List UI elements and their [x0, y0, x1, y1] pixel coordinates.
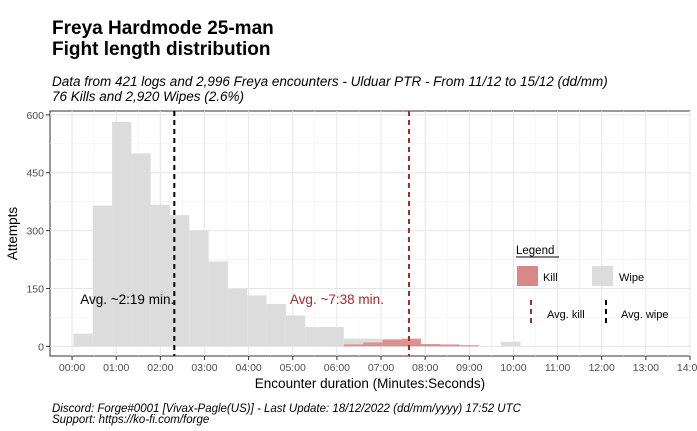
wipe-bar — [112, 121, 132, 347]
y-tick-label: 600 — [26, 110, 44, 122]
y-tick-label: 150 — [26, 283, 44, 295]
wipe-bar — [131, 153, 151, 347]
x-tick-label: 11:00 — [545, 362, 571, 374]
wipe-bar — [363, 338, 383, 347]
x-tick-label: 02:00 — [147, 362, 173, 374]
kill-bar — [421, 344, 441, 347]
x-tick-label: 07:00 — [368, 362, 394, 374]
kill-bar — [401, 338, 422, 347]
legend-kill-label: Kill — [543, 272, 558, 284]
y-tick-label: 0 — [38, 341, 44, 353]
legend-kill-key — [517, 266, 538, 286]
wipe-bar — [343, 338, 364, 347]
chart-title-line1: Freya Hardmode 25-man — [52, 18, 274, 39]
chart-subtitle-line1: Data from 421 logs and 2,996 Freya encou… — [52, 74, 608, 89]
x-tick-label: 08:00 — [412, 362, 438, 374]
caption-line2: Support: https://ko-fi.com/forge — [52, 414, 210, 426]
wipe-bar — [189, 230, 209, 347]
wipe-bar — [305, 327, 325, 347]
y-tick-label: 450 — [26, 168, 44, 180]
wipe-bar — [208, 261, 228, 347]
legend-wipe-label: Wipe — [619, 272, 644, 284]
x-tick-label: 04:00 — [235, 362, 261, 374]
x-tick-label: 13:00 — [633, 362, 659, 374]
wipe-bar — [227, 288, 248, 347]
legend-wipe-key — [592, 266, 613, 286]
x-tick-label: 01:00 — [103, 362, 129, 374]
wipe-bar — [501, 341, 521, 347]
wipe-bar — [324, 327, 344, 347]
legend-avg-wipe-label: Avg. wipe — [621, 309, 669, 321]
kill-bar — [459, 345, 479, 347]
kill-bar — [363, 342, 383, 347]
avg-wipe-label: Avg. ~2:19 min. — [80, 292, 174, 307]
chart-subtitle-line2: 76 Kills and 2,920 Wipes (2.6%) — [52, 89, 244, 104]
wipe-bar — [73, 333, 93, 347]
x-tick-label: 00:00 — [59, 362, 85, 374]
x-tick-label: 06:00 — [324, 362, 350, 374]
kill-bar — [382, 339, 402, 347]
x-tick-label: 14:00 — [677, 362, 697, 374]
legend-avg-kill-label: Avg. kill — [547, 309, 585, 321]
chart-title-line2: Fight length distribution — [52, 39, 271, 60]
x-tick-label: 05:00 — [280, 362, 306, 374]
kill-bar — [343, 344, 364, 347]
wipe-bar — [247, 295, 267, 347]
kill-bar — [440, 344, 460, 347]
x-tick-label: 03:00 — [191, 362, 217, 374]
wipe-bar — [266, 303, 286, 347]
wipe-bar — [92, 205, 113, 347]
legend-title: Legend — [516, 245, 554, 257]
wipe-bar — [170, 215, 190, 347]
wipe-bar — [150, 204, 170, 347]
avg-kill-label: Avg. ~7:38 min. — [290, 292, 384, 307]
x-tick-label: 12:00 — [589, 362, 615, 374]
y-axis-title: Attempts — [5, 207, 20, 261]
y-tick-label: 300 — [26, 226, 44, 238]
wipe-bar — [285, 315, 306, 347]
x-tick-label: 09:00 — [456, 362, 482, 374]
x-tick-label: 10:00 — [500, 362, 526, 374]
x-axis-title: Encounter duration (Minutes:Seconds) — [255, 376, 485, 391]
caption-line1: Discord: Forge#0001 [Vivax-Pagle(US)] - … — [52, 403, 521, 415]
